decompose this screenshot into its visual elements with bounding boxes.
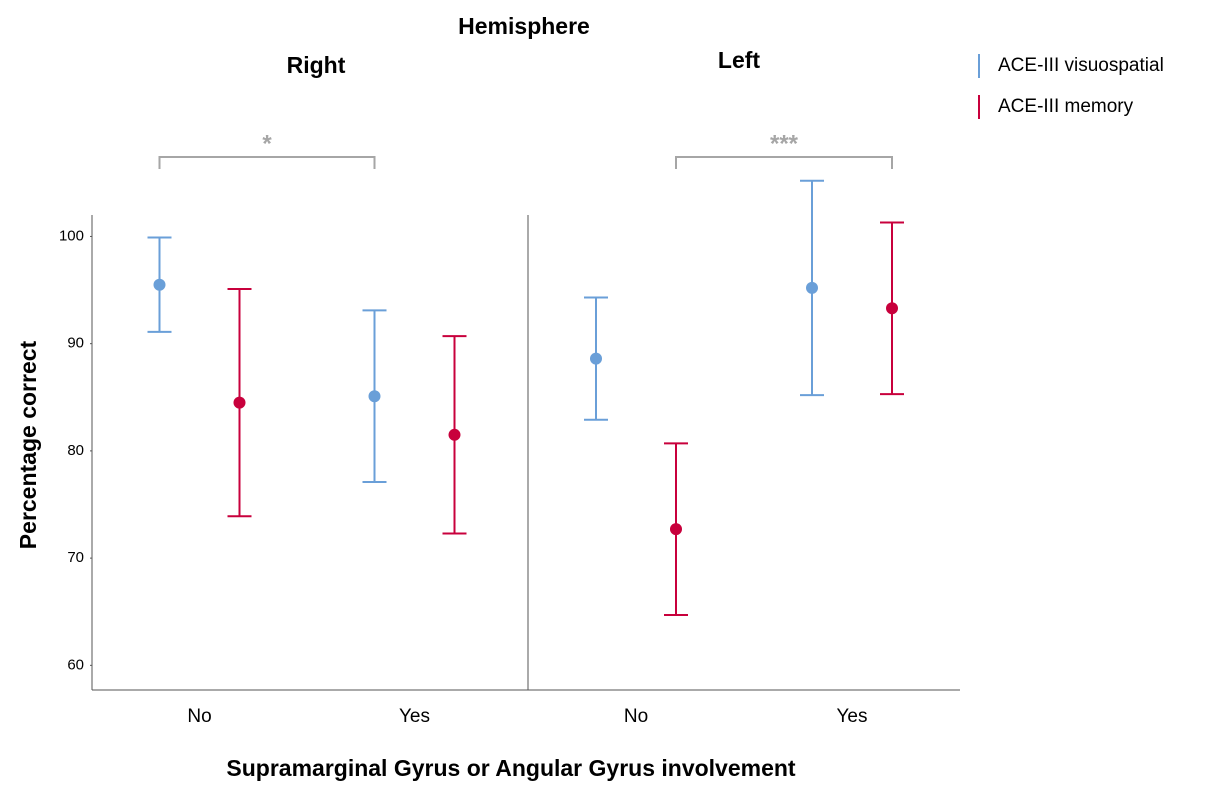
mean-point (368, 390, 381, 403)
mean-point (886, 302, 898, 315)
chart-title: Hemisphere (458, 13, 590, 39)
panel-title: Left (718, 47, 761, 73)
y-tick-label: 80 (67, 442, 84, 459)
panel-title: Right (287, 52, 346, 78)
y-tick-label: 70 (67, 549, 84, 566)
legend-label: ACE-III visuospatial (998, 55, 1164, 76)
x-tick-label: No (187, 706, 211, 727)
x-tick-label: No (624, 706, 648, 727)
y-tick-label: 60 (67, 656, 84, 673)
mean-point (448, 428, 461, 441)
y-tick-label: 100 (59, 227, 84, 244)
mean-point (590, 352, 602, 365)
y-axis-label: Percentage correct (15, 340, 41, 549)
significance-label: *** (770, 130, 799, 157)
mean-point (153, 278, 166, 291)
significance-bracket (675, 156, 893, 169)
x-tick-label: Yes (399, 706, 430, 727)
significance-bracket (158, 156, 376, 169)
legend-label: ACE-III memory (998, 96, 1134, 117)
y-tick-label: 90 (67, 335, 84, 352)
mean-point (233, 396, 246, 409)
mean-point (670, 523, 682, 536)
x-tick-label: Yes (837, 706, 868, 727)
mean-point (806, 281, 818, 294)
significance-label: * (262, 130, 272, 157)
x-axis-label: Supramarginal Gyrus or Angular Gyrus inv… (226, 755, 796, 781)
